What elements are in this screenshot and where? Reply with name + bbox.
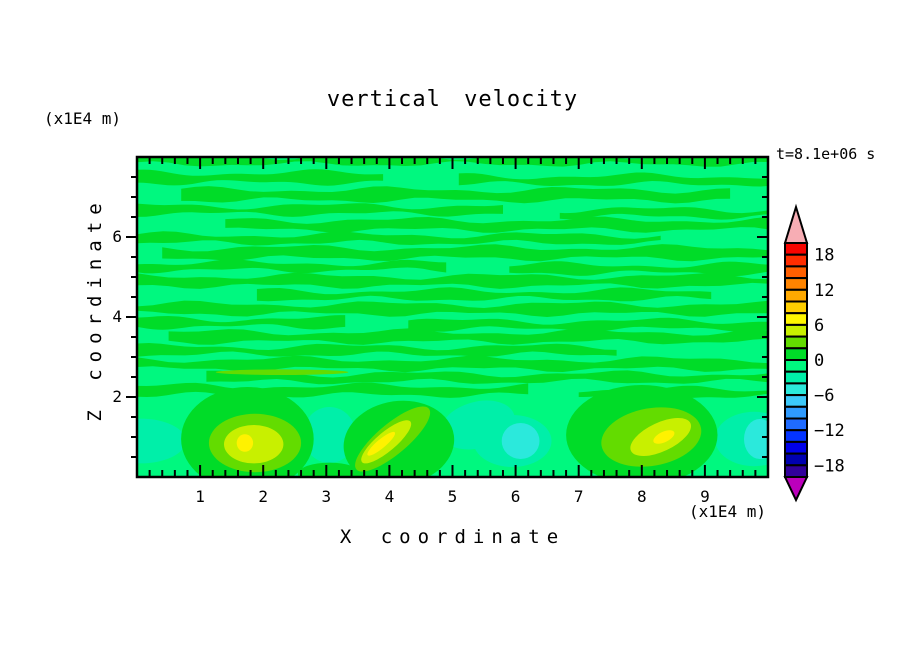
contour-blob — [501, 423, 540, 459]
colorbar: 18 12 6 0 −6 −12 −18 — [783, 203, 845, 503]
contour-streak — [137, 169, 384, 186]
x-tick-label: 8 — [637, 487, 647, 506]
contour-streak — [137, 355, 768, 373]
colorbar-band — [784, 405, 808, 420]
time-annotation: t=8.1e+06 s — [776, 145, 876, 163]
contour-streak — [162, 244, 768, 262]
contour-streak — [206, 370, 768, 385]
x-tick-label: 4 — [385, 487, 395, 506]
x-tick-label: 5 — [448, 487, 458, 506]
x-tick-label: 3 — [321, 487, 331, 506]
contour-streak — [137, 231, 661, 246]
contour-streak — [559, 207, 768, 220]
contour-field — [137, 157, 768, 477]
contour-streak — [137, 315, 346, 330]
colorbar-label: 18 — [814, 246, 834, 266]
contour-streak — [168, 328, 768, 345]
contour-blob — [653, 430, 675, 444]
colorbar-band — [784, 253, 808, 268]
contour-streak — [137, 157, 768, 167]
x-tick-label: 7 — [574, 487, 584, 506]
contour-streak — [509, 261, 768, 277]
x-tick-label: 2 — [258, 487, 268, 506]
contour-blob — [744, 419, 768, 459]
z-tick-label: 4 — [112, 307, 122, 326]
x-tick-label: 1 — [195, 487, 205, 506]
colorbar-band — [784, 288, 808, 303]
z-axis-units-label: (x1E4 m) — [44, 109, 122, 128]
colorbar-band — [784, 359, 808, 373]
colorbar-label: −6 — [814, 386, 834, 406]
colorbar-band — [784, 277, 808, 291]
z-tick-label: 6 — [112, 227, 122, 246]
contour-blob — [367, 431, 396, 456]
colorbar-band — [784, 300, 808, 315]
colorbar-band — [784, 394, 808, 408]
colorbar-band — [784, 382, 808, 397]
contour-blob — [137, 418, 186, 464]
x-axis-title: X coordinate — [339, 526, 566, 548]
axis-ticks — [126, 158, 767, 476]
contour-streak — [181, 186, 731, 204]
contour-streak — [256, 287, 712, 302]
tick-labels: 1 2 3 4 5 6 7 8 9 2 4 6 — [112, 227, 709, 506]
contour-streak — [137, 343, 617, 357]
contour-blob — [303, 407, 356, 463]
contour-streak — [408, 317, 768, 333]
colorbar-label: 12 — [814, 281, 834, 301]
contour-blob — [236, 434, 254, 452]
colorbar-band — [784, 452, 808, 467]
colorbar-band — [784, 464, 808, 478]
z-tick-label: 2 — [112, 387, 122, 406]
colorbar-label: −12 — [814, 421, 845, 441]
colorbar-band — [784, 429, 808, 443]
plot-border — [135, 155, 770, 479]
contour-blob — [215, 369, 349, 376]
contour-streak — [137, 272, 768, 289]
colorbar-band — [784, 417, 808, 432]
colorbar-under-arrow — [783, 476, 809, 503]
contour-streak — [458, 172, 768, 187]
colorbar-band — [784, 312, 808, 326]
contour-streak — [225, 216, 768, 233]
colorbar-band — [784, 347, 808, 361]
colorbar-band — [784, 242, 808, 256]
colorbar-label: 0 — [814, 351, 824, 371]
colorbar-label: 6 — [814, 316, 824, 336]
colorbar-band — [784, 323, 808, 338]
colorbar-band — [784, 440, 808, 455]
contour-streak — [137, 300, 768, 317]
contour-streak — [137, 203, 503, 217]
plot-title: vertical velocity — [326, 87, 579, 112]
x-tick-label: 9 — [700, 487, 710, 506]
colorbar-band — [784, 265, 808, 280]
contour-blob — [224, 425, 284, 464]
x-axis-units-label: (x1E4 m) — [689, 502, 767, 521]
colorbar-over-arrow — [783, 203, 809, 244]
colorbar-label: −18 — [814, 456, 845, 476]
colorbar-band — [784, 370, 808, 385]
x-tick-label: 6 — [511, 487, 521, 506]
colorbar-band — [784, 335, 808, 350]
contour-streak — [137, 259, 447, 274]
